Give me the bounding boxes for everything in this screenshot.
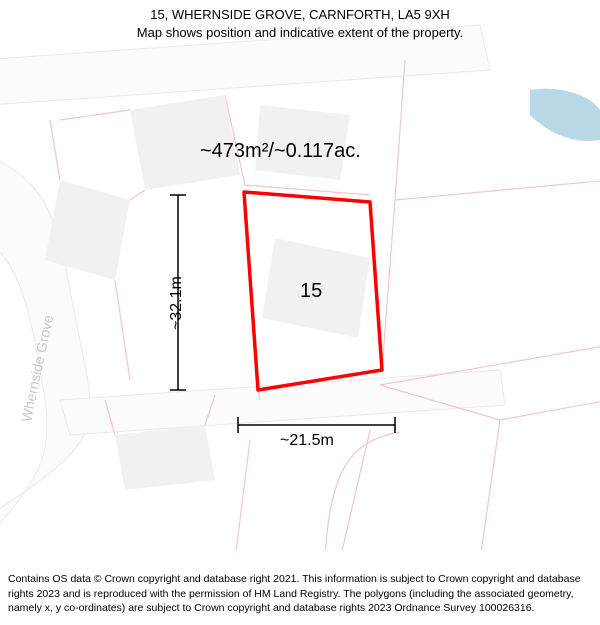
map-svg [0,0,600,550]
copyright-footer: Contains OS data © Crown copyright and d… [0,566,600,625]
area-label: ~473m²/~0.117ac. [200,140,361,163]
header: 15, WHERNSIDE GROVE, CARNFORTH, LA5 9XH … [0,0,600,44]
address-line: 15, WHERNSIDE GROVE, CARNFORTH, LA5 9XH [10,6,590,24]
house-number-label: 15 [300,280,322,303]
subtitle-line: Map shows position and indicative extent… [10,24,590,42]
width-dimension-label: ~21.5m [280,432,334,450]
height-dimension-label: ~32.1m [168,276,186,330]
map-canvas: ~473m²/~0.117ac. ~32.1m ~21.5m 15 Wherns… [0,0,600,550]
